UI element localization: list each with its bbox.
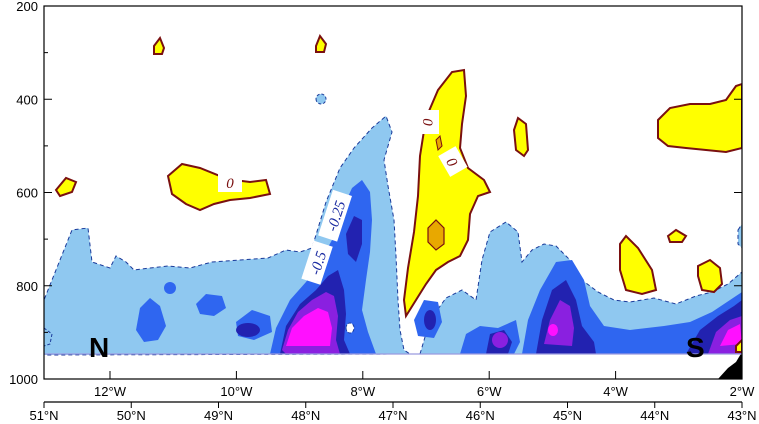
neg-region-medium-blob1 (196, 294, 226, 316)
x-axis-latitude: 51°N 50°N 49°N 48°N 47°N 46°N 45°N 44°N 43°N (29, 402, 757, 423)
terrain (718, 352, 742, 379)
neg-region-dark-mid (424, 310, 436, 330)
section-end-left-label: N (89, 332, 109, 363)
lon-tick-label-2: 8°W (350, 384, 375, 399)
lat-tick-label-0: 51°N (29, 408, 58, 423)
contour-label-b: 0 (419, 110, 439, 134)
pos-inner-2 (435, 134, 443, 152)
lat-tick-label-4: 47°N (378, 408, 407, 423)
lon-tick-label-5: 2°W (730, 384, 755, 399)
lon-tick-label-3: 6°W (477, 384, 502, 399)
pos-region-8 (619, 234, 658, 296)
lon-tick-label-4: 4°W (603, 384, 628, 399)
svg-text:-0.5: -0.5 (308, 249, 331, 277)
contour-label-e: -0.25 (318, 189, 352, 242)
contour-label-d: -0.5 (301, 240, 333, 285)
y-tick-label-3: 800 (16, 279, 38, 294)
neg-spot-light (315, 93, 327, 105)
neg-region-magenta-right (720, 324, 742, 346)
neg-region-medium-blob3 (164, 282, 176, 294)
pos-region-1 (153, 35, 166, 55)
y-tick-label-0: 200 (16, 0, 38, 14)
lat-tick-label-3: 48°N (291, 408, 320, 423)
contour-label-c: 0 (438, 146, 468, 177)
y-tick-label-1: 400 (16, 92, 38, 107)
contour-label-a: 0 (218, 172, 242, 192)
lat-tick-label-5: 46°N (466, 408, 495, 423)
lat-tick-label-1: 50°N (117, 408, 146, 423)
x-axis-longitude: 12°W 10°W 8°W 6°W 4°W 2°W (94, 371, 755, 399)
y-tick-label-4: 1000 (9, 372, 38, 387)
neg-region-purple-mid (492, 332, 508, 348)
pos-region-6 (512, 116, 530, 158)
contour-fields (44, 33, 742, 379)
lon-tick-label-1: 10°W (220, 384, 253, 399)
pos-region-7 (657, 82, 742, 154)
contour-labels: 0 0 0 -0.5 -0.25 (218, 110, 468, 285)
pos-region-3 (54, 176, 78, 198)
svg-text:0: 0 (419, 118, 435, 126)
neg-region-light-edge (737, 223, 742, 249)
neg-region-magenta-mid (548, 324, 558, 336)
lat-tick-label-7: 44°N (640, 408, 669, 423)
pos-region-5 (402, 68, 492, 319)
lat-tick-label-2: 49°N (204, 408, 233, 423)
lat-tick-label-6: 45°N (553, 408, 582, 423)
section-end-right-label: S (686, 332, 705, 363)
pos-region-10 (697, 258, 724, 294)
pos-inner-1 (427, 219, 445, 251)
pos-region-9 (666, 228, 688, 243)
pos-region-2 (315, 33, 328, 53)
pos-region-11 (735, 338, 742, 353)
hole-1 (345, 322, 355, 334)
neg-region-dark-left (236, 323, 260, 337)
y-tick-label-2: 600 (16, 186, 38, 201)
neg-region-magenta-main (286, 308, 332, 346)
lat-tick-label-8: 43°N (727, 408, 756, 423)
neg-region-dark-upper (346, 216, 362, 262)
svg-text:0: 0 (226, 176, 234, 192)
neg-region-medium-left (136, 298, 166, 342)
lon-tick-label-0: 12°W (94, 384, 127, 399)
y-axis: 200 400 600 800 1000 (9, 0, 742, 387)
